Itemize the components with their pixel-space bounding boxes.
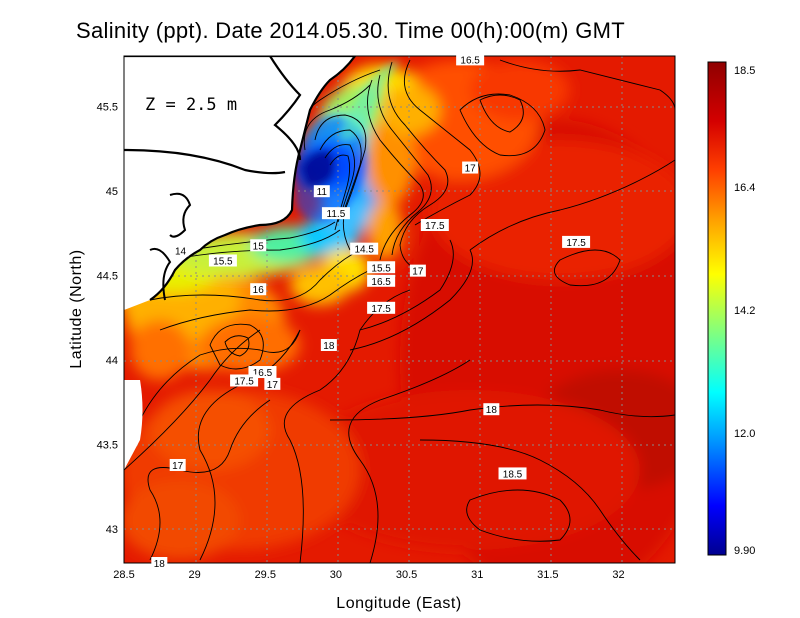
y-tick-label: 45.5	[97, 102, 118, 114]
contour-label: 11.5	[321, 207, 350, 220]
contour-label-box	[264, 377, 281, 390]
contour-label: 11	[313, 185, 330, 198]
contour-label-text: 16.5	[253, 368, 273, 379]
contour-label-box	[250, 283, 267, 296]
contour-label-box	[483, 403, 500, 416]
y-tick-label: 44.5	[97, 271, 118, 283]
contour-label: 18	[151, 557, 168, 570]
contour-label-text: 15	[253, 241, 265, 252]
contour-label: 17	[169, 458, 186, 472]
colorbar-tick-label: 14.2	[734, 305, 755, 317]
contour-label: 15	[250, 239, 267, 252]
contour-label-text: 14	[175, 246, 187, 257]
contour-label: 17.5	[562, 235, 591, 249]
contour-label-text: 17.5	[425, 221, 445, 232]
contour-label-box	[169, 458, 186, 471]
contour-label: 18	[483, 403, 500, 416]
contour-label-text: 17	[412, 267, 424, 278]
contour-label-box	[409, 264, 426, 277]
contour-label: 17	[409, 264, 426, 278]
y-tick-label: 45	[106, 186, 118, 198]
contour-label: 18.5	[498, 467, 527, 480]
x-tick-labels: 28.5 29 29.5 30 30.5 31 31.5 32	[113, 569, 624, 581]
y-tick-label: 43.5	[97, 440, 118, 452]
contour-label: 17	[264, 377, 281, 391]
contour-label: 16.5	[456, 53, 485, 66]
contour-label: 17.5	[420, 219, 449, 232]
contour-label-text: 16.5	[371, 277, 391, 288]
x-tick-label: 29	[189, 569, 201, 581]
x-tick-label: 31.5	[537, 569, 558, 581]
depth-label: Z = 2.5 m	[145, 95, 237, 115]
contour-label-text: 17.5	[234, 376, 254, 387]
contour-label-box	[172, 244, 189, 257]
contour-lines	[124, 59, 675, 563]
contour-label-box	[562, 235, 591, 248]
y-tick-label: 43	[106, 524, 118, 536]
contour-label: 15.5	[367, 261, 396, 274]
plot-frame	[123, 55, 676, 564]
y-tick-label: 44	[106, 355, 118, 367]
x-tick-label: 30.5	[396, 569, 417, 581]
contour-label-box	[350, 242, 379, 255]
contour-label-text: 18	[486, 405, 498, 416]
contour-label-box	[250, 239, 267, 252]
contour-label: 17.5	[230, 374, 259, 387]
contour-label-box	[208, 254, 237, 267]
colorbar-tick-label: 16.4	[734, 182, 755, 194]
contour-label-text: 17.5	[371, 304, 391, 315]
contour-label: 16	[250, 283, 267, 296]
contour-label: 15.5	[208, 254, 237, 267]
x-tick-label: 30	[330, 569, 342, 581]
colorbar	[707, 61, 727, 556]
contour-label-text: 18	[154, 559, 166, 570]
contour-label-box	[498, 467, 527, 480]
contour-label-text: 17	[267, 380, 279, 391]
contour-label-box	[367, 261, 396, 274]
contour-label: 16.5	[367, 274, 396, 288]
contour-label-text: 17.5	[566, 238, 586, 249]
contour-label-text: 16	[253, 285, 265, 296]
colorbar-tick-labels: 18.5 16.4 14.2 12.0 9.90	[734, 65, 755, 557]
contour-label-text: 17	[465, 164, 477, 175]
contour-label-box	[151, 557, 168, 569]
colorbar-tick-label: 12.0	[734, 428, 755, 440]
contour-label-box	[420, 219, 449, 231]
contour-label-text: 14.5	[354, 245, 374, 256]
y-tick-labels: 43 43.5 44 44.5 45 45.5	[97, 102, 118, 537]
x-tick-label: 28.5	[113, 569, 134, 581]
contour-label: 14	[172, 244, 189, 257]
contour-label-box	[367, 274, 396, 287]
contour-label-text: 18.5	[503, 469, 523, 480]
colorbar-tick-label: 9.90	[734, 545, 755, 557]
contour-label-text: 15.5	[371, 263, 391, 274]
contour-label-text: 11	[317, 187, 328, 198]
contour-label-box	[456, 53, 485, 66]
contour-label-text: 18	[323, 341, 335, 352]
x-tick-label: 32	[612, 569, 624, 581]
contour-label: 14.5	[350, 242, 379, 256]
map-title: Salinity (ppt). Date 2014.05.30. Time 00…	[76, 18, 626, 43]
contour-label-text: 11.5	[327, 209, 346, 220]
contour-label-box	[230, 374, 259, 387]
colorbar-tick-label: 18.5	[734, 65, 755, 77]
contour-label-text: 17	[172, 461, 184, 472]
contour-label-box	[462, 161, 479, 174]
contour-label-box	[367, 301, 396, 314]
contour-label-box	[313, 185, 330, 198]
y-axis-label: Latitude (North)	[68, 249, 85, 368]
contour-label-text: 15.5	[213, 256, 233, 267]
contour-label: 17.5	[367, 301, 396, 315]
contour-label-box	[321, 207, 350, 220]
x-tick-label: 31	[471, 569, 483, 581]
contour-label: 17	[462, 161, 479, 175]
x-tick-label: 29.5	[255, 569, 276, 581]
x-axis-label: Longitude (East)	[336, 595, 461, 612]
contour-label-box	[320, 338, 337, 351]
contour-label-text: 16.5	[460, 55, 480, 66]
contour-label: 18	[320, 338, 337, 352]
salinity-field	[124, 56, 675, 563]
